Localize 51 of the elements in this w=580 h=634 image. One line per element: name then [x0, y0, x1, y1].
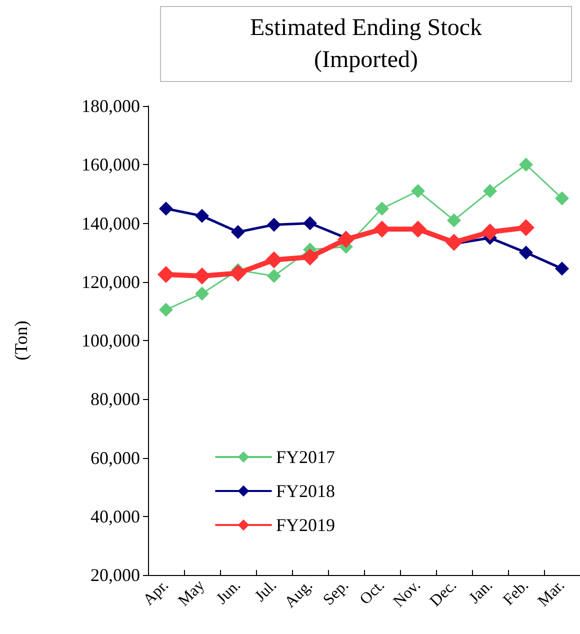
point: [447, 213, 461, 228]
y-tick-label: 120,000: [82, 272, 140, 292]
point: [303, 216, 317, 230]
x-tick-label: Aug.: [282, 576, 316, 612]
point: [159, 202, 173, 216]
point: [267, 269, 281, 284]
point: [338, 230, 354, 248]
y-tick-label: 20,000: [90, 565, 140, 585]
y-tick-label: 160,000: [82, 154, 140, 175]
chart-title: Estimated Ending Stock (Imported): [160, 6, 572, 82]
point: [159, 302, 173, 317]
point: [158, 266, 174, 284]
point: [555, 191, 569, 206]
legend-label: FY2019: [276, 515, 336, 535]
point: [195, 208, 209, 223]
x-tick-label: Jan.: [466, 576, 496, 607]
point: [267, 218, 281, 232]
x-tick-label: Dec.: [426, 576, 460, 610]
x-tick-label: Nov.: [390, 576, 424, 611]
point: [483, 184, 497, 198]
x-tick-label: Apr.: [140, 576, 172, 609]
point: [446, 234, 462, 251]
y-tick-label: 40,000: [90, 506, 140, 526]
point: [519, 158, 533, 172]
y-tick-label: 140,000: [82, 213, 140, 234]
x-tick-label: Mar.: [534, 576, 568, 610]
point: [518, 219, 534, 236]
point: [230, 264, 246, 282]
legend-label: FY2018: [276, 481, 336, 501]
point: [482, 224, 498, 241]
x-tick-label: Sep.: [320, 576, 352, 609]
y-tick-label: 180,000: [82, 96, 140, 116]
x-tick-label: Feb.: [500, 576, 532, 609]
point: [519, 246, 533, 260]
x-tick-label: Oct.: [356, 576, 388, 608]
legend-label: FY2017: [276, 447, 336, 467]
x-tick-label: Jul.: [252, 576, 280, 606]
x-tick-label: Jun.: [213, 576, 244, 608]
point: [195, 286, 209, 301]
point: [266, 251, 282, 268]
point: [231, 225, 245, 240]
y-tick-label: 80,000: [90, 389, 140, 410]
point: [411, 184, 425, 198]
y-tick-label: 100,000: [82, 330, 140, 350]
y-tick-label: 60,000: [90, 448, 140, 468]
x-tick-label: May: [175, 576, 208, 610]
y-axis-title: (Ton): [11, 320, 31, 360]
point: [194, 268, 210, 285]
point: [375, 202, 389, 216]
point: [555, 262, 569, 276]
point: [302, 248, 318, 266]
